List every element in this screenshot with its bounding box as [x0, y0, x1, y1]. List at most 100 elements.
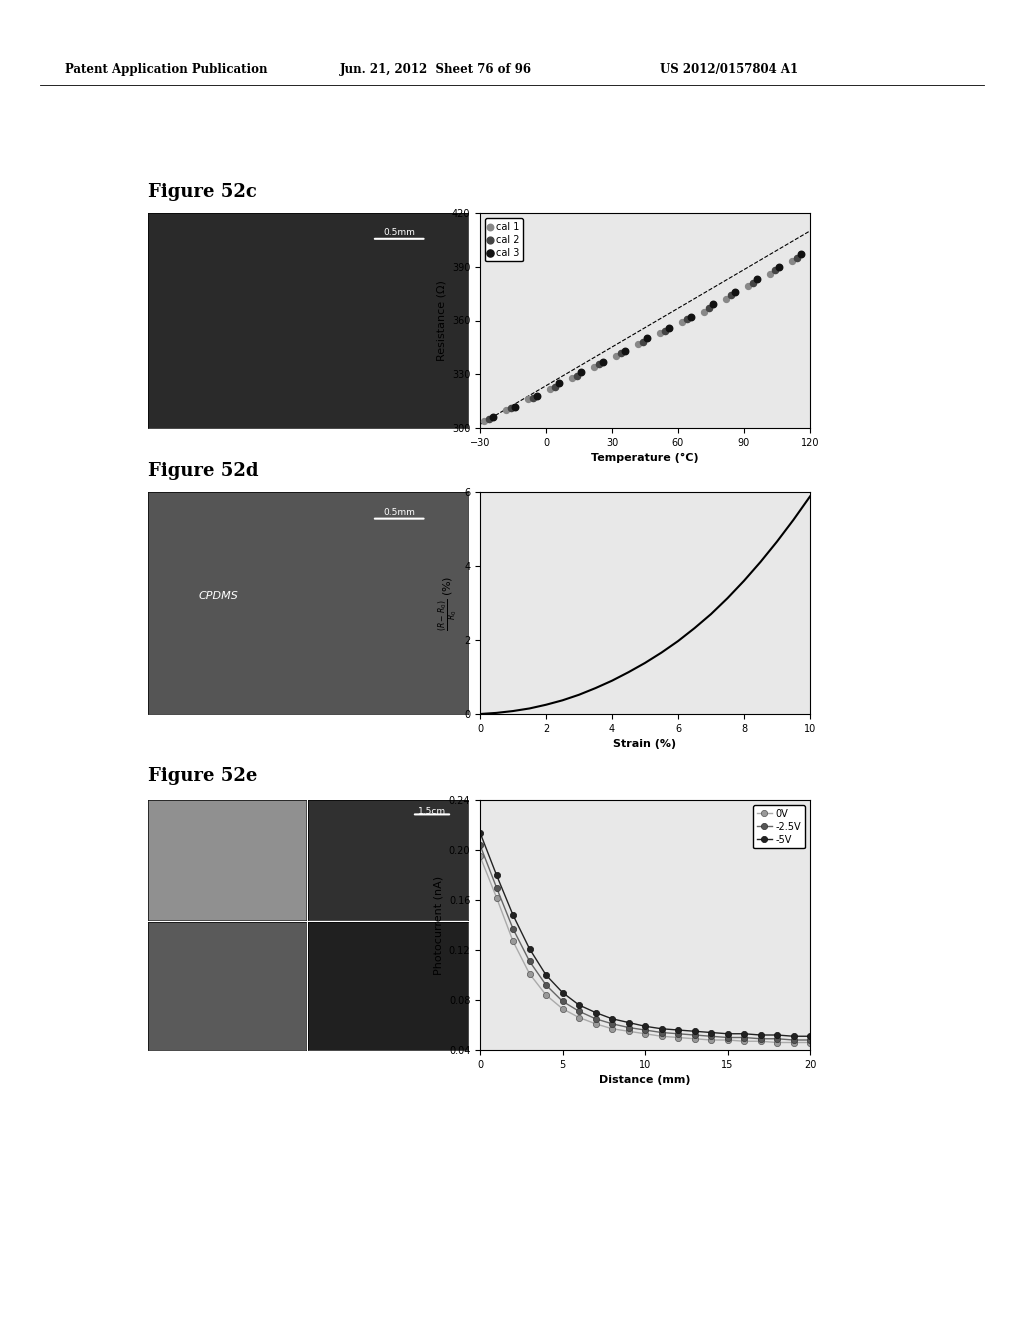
- -2.5V: [705, 1028, 717, 1044]
- cal 2: [568, 366, 585, 387]
- 0V: [523, 966, 536, 982]
- cal 2: [656, 321, 673, 342]
- cal 1: [762, 264, 778, 285]
- Text: Jun. 21, 2012  Sheet 76 of 96: Jun. 21, 2012 Sheet 76 of 96: [340, 63, 532, 77]
- -2.5V: [688, 1027, 700, 1043]
- -2.5V: [540, 977, 552, 993]
- cal 2: [679, 308, 695, 329]
- 0V: [755, 1034, 767, 1049]
- cal 1: [476, 411, 493, 432]
- cal 3: [749, 269, 765, 290]
- X-axis label: Strain (%): Strain (%): [613, 739, 677, 750]
- 0V: [540, 987, 552, 1003]
- Legend: cal 1, cal 2, cal 3: cal 1, cal 2, cal 3: [484, 218, 523, 261]
- cal 2: [635, 331, 651, 352]
- -2.5V: [755, 1031, 767, 1047]
- -5V: [672, 1022, 684, 1038]
- X-axis label: Temperature (°C): Temperature (°C): [591, 453, 698, 463]
- cal 3: [507, 396, 523, 417]
- Line: -5V: -5V: [477, 829, 813, 1039]
- cal 3: [639, 327, 655, 348]
- cal 1: [630, 333, 646, 354]
- -5V: [474, 825, 486, 841]
- 0V: [705, 1032, 717, 1048]
- Y-axis label: $\frac{(R-R_0)}{R_0}$ (%): $\frac{(R-R_0)}{R_0}$ (%): [437, 576, 461, 631]
- -5V: [639, 1018, 651, 1034]
- -5V: [655, 1020, 668, 1036]
- Y-axis label: Resistance (Ω): Resistance (Ω): [436, 280, 446, 360]
- cal 2: [700, 297, 717, 318]
- cal 3: [683, 306, 699, 327]
- Text: 0.5mm: 0.5mm: [383, 507, 415, 516]
- 0V: [556, 1001, 568, 1016]
- cal 3: [551, 372, 567, 393]
- -5V: [705, 1024, 717, 1040]
- Text: CPDMS: CPDMS: [199, 590, 239, 601]
- Line: 0V: 0V: [477, 853, 813, 1045]
- Text: Figure 52c: Figure 52c: [148, 183, 257, 201]
- cal 3: [529, 385, 546, 407]
- cal 1: [499, 400, 515, 421]
- -2.5V: [523, 953, 536, 969]
- cal 1: [520, 389, 537, 411]
- cal 2: [480, 408, 497, 429]
- -5V: [590, 1005, 602, 1020]
- -2.5V: [623, 1019, 635, 1035]
- -2.5V: [474, 837, 486, 853]
- -5V: [490, 867, 503, 883]
- -2.5V: [738, 1030, 751, 1045]
- cal 1: [564, 367, 581, 388]
- cal 2: [612, 342, 629, 363]
- -5V: [507, 907, 519, 923]
- -2.5V: [787, 1032, 800, 1048]
- cal 3: [662, 317, 678, 338]
- -2.5V: [655, 1024, 668, 1040]
- -2.5V: [590, 1011, 602, 1027]
- -2.5V: [556, 994, 568, 1010]
- Y-axis label: Photocurrent (nA): Photocurrent (nA): [433, 875, 443, 974]
- cal 3: [771, 256, 787, 277]
- cal 2: [723, 285, 739, 306]
- cal 2: [503, 397, 519, 418]
- cal 1: [740, 276, 757, 297]
- cal 1: [784, 251, 801, 272]
- cal 3: [485, 407, 502, 428]
- -2.5V: [507, 921, 519, 937]
- 0V: [655, 1028, 668, 1044]
- cal 2: [547, 376, 563, 397]
- cal 3: [705, 294, 721, 315]
- -5V: [738, 1026, 751, 1041]
- -5V: [771, 1027, 783, 1043]
- 0V: [639, 1026, 651, 1041]
- Legend: 0V, -2.5V, -5V: 0V, -2.5V, -5V: [754, 805, 805, 849]
- 0V: [672, 1030, 684, 1045]
- -2.5V: [672, 1026, 684, 1041]
- 0V: [787, 1035, 800, 1051]
- -5V: [787, 1028, 800, 1044]
- cal 1: [652, 322, 669, 343]
- Text: Figure 52e: Figure 52e: [148, 767, 257, 785]
- cal 3: [793, 244, 809, 265]
- cal 1: [543, 378, 559, 399]
- cal 2: [788, 247, 805, 268]
- Text: US 2012/0157804 A1: US 2012/0157804 A1: [660, 63, 798, 77]
- cal 2: [744, 272, 761, 293]
- -5V: [755, 1027, 767, 1043]
- X-axis label: Distance (mm): Distance (mm): [599, 1076, 691, 1085]
- -5V: [606, 1011, 618, 1027]
- cal 1: [608, 346, 625, 367]
- 0V: [474, 849, 486, 865]
- 0V: [688, 1031, 700, 1047]
- -5V: [804, 1028, 816, 1044]
- cal 3: [595, 351, 611, 372]
- Line: -2.5V: -2.5V: [477, 842, 813, 1043]
- 0V: [490, 890, 503, 906]
- 0V: [590, 1016, 602, 1032]
- -2.5V: [804, 1032, 816, 1048]
- -5V: [540, 968, 552, 983]
- 0V: [572, 1010, 585, 1026]
- -2.5V: [606, 1016, 618, 1032]
- cal 3: [727, 281, 743, 302]
- cal 2: [767, 260, 783, 281]
- cal 1: [696, 301, 713, 322]
